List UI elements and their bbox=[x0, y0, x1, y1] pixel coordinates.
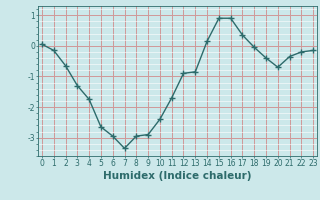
X-axis label: Humidex (Indice chaleur): Humidex (Indice chaleur) bbox=[103, 171, 252, 181]
